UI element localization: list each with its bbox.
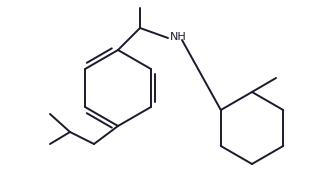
Text: NH: NH xyxy=(170,32,187,42)
